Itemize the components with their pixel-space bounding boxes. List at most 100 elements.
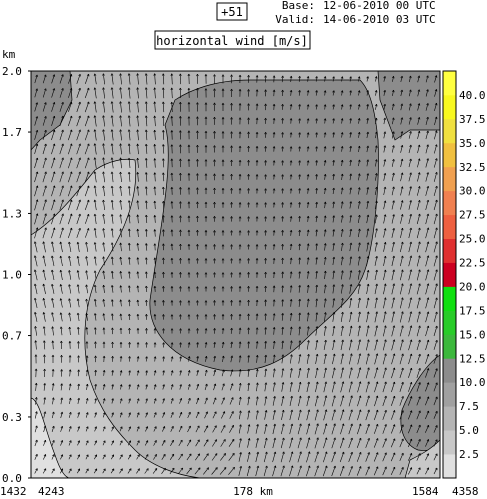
wind-vector-head [69,213,72,216]
wind-vector [103,214,105,224]
wind-vector-head [401,467,404,469]
wind-vector-head [171,257,174,261]
wind-vector-head [137,342,140,345]
wind-vector-head [120,440,123,443]
wind-vector-head [256,285,259,289]
wind-vector-head [315,146,318,149]
wind-vector-head [179,300,181,303]
wind-vector [171,87,173,99]
wind-vector-head [103,143,105,146]
wind-vector [111,313,114,321]
wind-vector [195,411,200,419]
region-left-light [30,158,201,479]
wind-vector-head [255,285,258,289]
wind-vector [68,88,72,98]
wind-vector [145,73,148,85]
wind-vector-head [239,465,242,469]
wind-vector-head [35,102,38,105]
wind-vector [399,452,404,462]
wind-vector-head [376,200,378,204]
wind-vector-head [272,89,275,92]
wind-vector [137,158,139,168]
wind-vector-head [35,354,38,357]
wind-vector [323,437,327,449]
wind-vector-head [180,370,182,373]
wind-vector-head [333,90,335,93]
wind-vector [42,468,47,474]
wind-vector [290,299,292,307]
wind-vector [220,439,226,447]
wind-vector [341,201,343,209]
wind-vector-head [180,201,182,204]
wind-vector-head [87,143,90,146]
wind-vector-head [37,130,39,133]
wind-vector-head [247,410,250,413]
wind-vector-head [248,299,250,303]
wind-vector [43,312,46,322]
wind-vector-head [435,213,438,216]
wind-vector-head [342,90,344,93]
wind-vector [68,412,72,418]
wind-vector-head [221,230,224,233]
wind-vector [103,228,105,238]
wind-vector-head [411,353,413,357]
wind-vector-head [264,146,266,149]
wind-vector-head [299,257,301,260]
wind-vector-head [104,384,106,387]
wind-vector-head [77,327,80,330]
wind-vector-head [94,284,97,287]
wind-vector-head [290,202,293,205]
wind-vector [128,285,131,293]
wind-vector-head [180,87,182,91]
wind-vector-head [222,202,225,205]
wind-vector [111,370,114,376]
wind-vector-head [402,117,404,120]
wind-vector-head [197,439,200,442]
colorbar-tick-label: 32.5 [459,161,486,174]
wind-vector [306,423,310,435]
wind-vector-head [316,243,318,246]
wind-vector [43,440,46,446]
wind-vector-head [383,200,386,203]
wind-vector [290,326,292,336]
wind-vector-head [281,174,283,177]
wind-vector [119,468,123,474]
wind-vector-head [265,146,267,149]
wind-vector-head [60,355,62,358]
wind-vector-head [35,425,38,428]
wind-vector [264,341,267,349]
wind-vector-head [315,381,318,384]
wind-vector-head [264,117,266,121]
wind-vector-head [103,284,106,288]
wind-vector [409,75,411,83]
wind-vector [94,171,97,183]
wind-vector-head [119,228,121,231]
wind-vector [408,186,412,196]
wind-vector-head [367,104,369,107]
wind-vector-head [110,115,113,118]
wind-vector-head [119,356,122,359]
wind-vector-head [281,368,284,371]
wind-vector-head [359,325,361,328]
wind-vector-head [248,160,250,163]
wind-vector [111,299,114,307]
wind-vector-head [332,229,335,232]
wind-vector-head [136,200,138,203]
wind-vector-head [45,116,47,119]
wind-vector-head [111,115,114,118]
wind-vector-head [196,300,198,303]
wind-vector-head [256,327,259,330]
wind-vector-head [145,229,148,232]
wind-vector-head [298,285,301,288]
wind-vector-head [204,328,207,331]
wind-vector [111,398,114,404]
wind-vector-head [239,286,242,289]
wind-vector-head [333,215,336,218]
wind-vector [307,340,309,350]
wind-vector-head [196,397,199,400]
wind-vector-head [85,383,88,386]
wind-vector-head [231,88,233,92]
wind-vector-head [223,439,226,441]
wind-vector-head [272,216,275,219]
wind-vector-head [137,115,139,118]
